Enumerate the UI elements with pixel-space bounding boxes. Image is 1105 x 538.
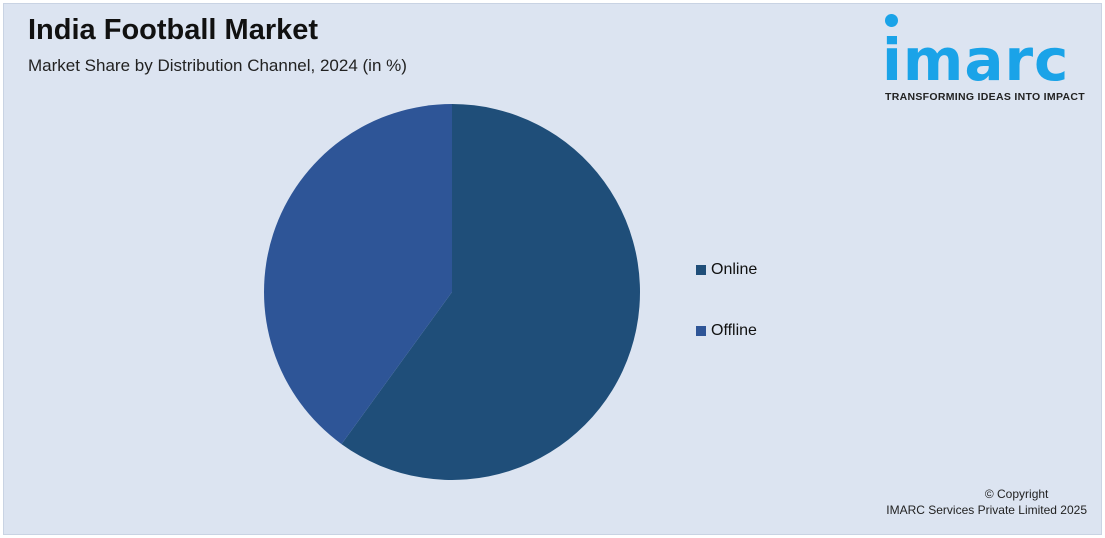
pie-slice-offline: [264, 104, 452, 445]
legend-label-online: Online: [711, 261, 758, 278]
legend-label-offline: Offline: [711, 322, 757, 339]
copyright-line: © Copyright: [984, 487, 1049, 501]
chart-subtitle: Market Share by Distribution Channel, 20…: [28, 56, 407, 75]
copyright-company: IMARC Services Private Limited 2025: [886, 503, 1087, 517]
imarc-logo: imarc TRANSFORMING IDEAS INTO IMPACT: [880, 12, 1095, 107]
logo-tagline: TRANSFORMING IDEAS INTO IMPACT: [885, 91, 1085, 103]
legend-swatch-offline: [696, 326, 706, 336]
legend-item-offline: Offline: [696, 321, 757, 341]
logo-word: imarc: [882, 26, 1070, 94]
legend: Online Offline: [696, 260, 757, 382]
legend-swatch-online: [696, 265, 706, 275]
legend-item-online: Online: [696, 260, 757, 280]
logo-dot: [885, 14, 898, 27]
chart-title: India Football Market: [28, 14, 319, 46]
copyright: © Copyright IMARC Services Private Limit…: [886, 486, 1087, 518]
pie-slice-online: [341, 104, 640, 480]
